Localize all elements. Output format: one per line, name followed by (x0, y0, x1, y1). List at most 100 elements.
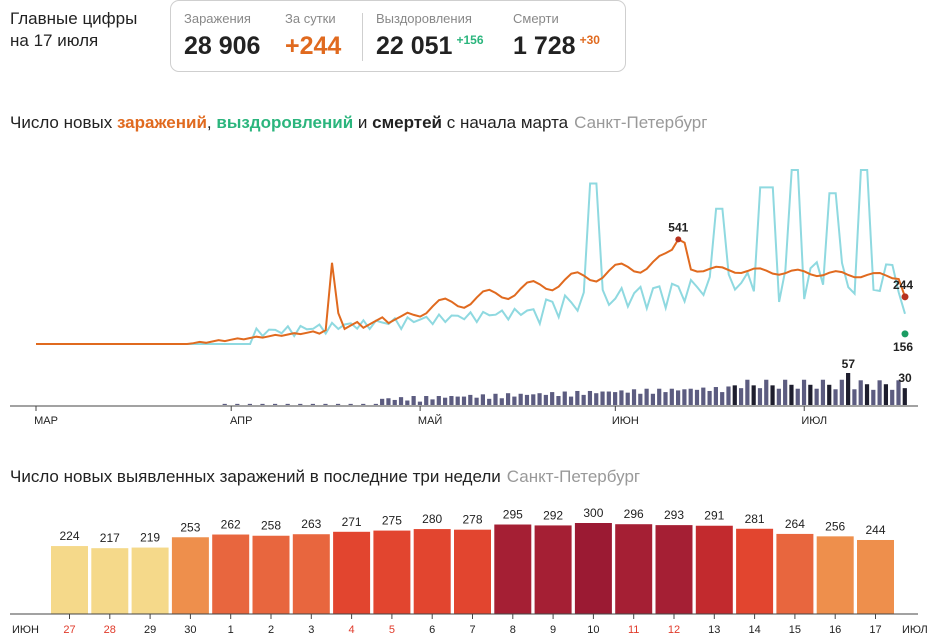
bar (776, 533, 814, 614)
deaths-bar (480, 394, 485, 405)
deaths-bar (701, 387, 706, 405)
deaths-bar (814, 388, 819, 405)
x-axis-day-label: 17 (869, 624, 881, 636)
deaths-bar (581, 394, 586, 405)
deaths-bar (499, 398, 504, 405)
bar-value-label: 292 (543, 508, 563, 522)
deaths-bar (644, 388, 649, 405)
deaths-bar (468, 394, 473, 405)
stat-deaths-row: 1 728 +30 (513, 32, 600, 61)
chart1-title-and: и (353, 113, 373, 132)
deaths-bar (789, 384, 794, 405)
deaths-bar (638, 393, 643, 405)
deaths-bar (783, 379, 788, 405)
deaths-bar (386, 398, 391, 405)
deaths-bar (380, 398, 385, 405)
deaths-bar (443, 397, 448, 405)
bar-value-label: 291 (704, 509, 724, 523)
deaths-bar (613, 392, 618, 405)
x-axis-month-left: ИЮН (12, 624, 39, 636)
deaths-bar (852, 389, 857, 405)
bar-value-label: 296 (624, 507, 644, 521)
x-axis-day-label: 13 (708, 624, 720, 636)
deaths-bar (801, 379, 807, 405)
deaths-bar (707, 390, 712, 405)
bar-value-label: 278 (462, 513, 482, 527)
recoveries-last-label: 156 (893, 340, 913, 354)
deaths-bar (720, 392, 725, 405)
x-axis-month-label: МАЙ (418, 414, 442, 427)
deaths-bar (424, 396, 429, 405)
bar-value-label: 258 (261, 519, 281, 533)
deaths-bar (411, 396, 416, 405)
stat-infections-label: Заражения (184, 11, 251, 26)
deaths-bar (688, 388, 693, 405)
deaths-bar (896, 380, 901, 405)
bar-value-label: 263 (301, 517, 321, 531)
deaths-bar (361, 403, 366, 405)
deaths-bar (669, 388, 674, 405)
deaths-bar (543, 394, 548, 405)
stat-recovered-delta: +156 (456, 33, 484, 47)
x-axis-day-label: 27 (63, 624, 75, 636)
deaths-bar (732, 385, 737, 405)
deaths-bar (587, 390, 593, 405)
bar-value-label: 262 (221, 518, 241, 532)
deaths-bar (537, 393, 542, 405)
deaths-bar (562, 391, 567, 405)
infections-peak-label: 541 (668, 220, 688, 234)
bar-value-label: 264 (785, 517, 805, 531)
stat-recovered-label: Выздоровления (376, 11, 472, 26)
x-axis-day-label: 10 (587, 624, 599, 636)
deaths-bar (405, 400, 410, 405)
deaths-bar (285, 403, 290, 405)
deaths-bar (392, 399, 397, 405)
infections-peak-point (675, 236, 682, 243)
deaths-bar (625, 392, 630, 405)
deaths-bar (858, 380, 863, 405)
x-axis-day-label: 1 (228, 624, 234, 636)
bar-value-label: 300 (583, 506, 603, 520)
deaths-bar (877, 380, 882, 405)
deaths-bar (310, 403, 315, 405)
x-axis-day-label: 14 (748, 624, 760, 636)
deaths-bar (745, 379, 750, 405)
deaths-bar (871, 389, 876, 405)
stat-infections-value: 28 906 (184, 32, 261, 60)
bar (736, 528, 774, 614)
deaths-max-label: 57 (842, 357, 856, 371)
bar (615, 524, 653, 614)
title-line-2: на 17 июля (10, 31, 99, 50)
deaths-bar (764, 379, 769, 405)
x-axis-day-label: 15 (789, 624, 801, 636)
stat-recovered-row: 22 051 +156 (376, 32, 484, 61)
deaths-bar (298, 403, 303, 405)
deaths-bar (738, 388, 744, 405)
bar (494, 524, 532, 614)
deaths-bar (808, 384, 813, 405)
deaths-bar (657, 388, 662, 405)
infections-last-point (901, 293, 909, 301)
deaths-bar (820, 379, 826, 405)
deaths-bar (726, 386, 731, 405)
deaths-bar (373, 403, 378, 405)
bar (816, 536, 854, 614)
deaths-bar (594, 393, 599, 405)
stat-deaths-label: Смерти (513, 11, 559, 26)
bar (695, 525, 733, 614)
deaths-bar (222, 403, 227, 405)
deaths-bar (631, 389, 637, 405)
bar (655, 525, 693, 614)
x-axis-month-label: ИЮЛ (801, 415, 827, 427)
deaths-bar (474, 397, 479, 405)
bar (91, 548, 129, 614)
deaths-bar (455, 396, 460, 405)
stat-daily-label: За сутки (285, 11, 336, 26)
deaths-bar (348, 403, 353, 405)
deaths-bar (575, 390, 580, 405)
bar (413, 529, 451, 614)
deaths-bar (682, 389, 687, 405)
x-axis-day-label: 12 (668, 624, 680, 636)
bar (212, 534, 250, 614)
